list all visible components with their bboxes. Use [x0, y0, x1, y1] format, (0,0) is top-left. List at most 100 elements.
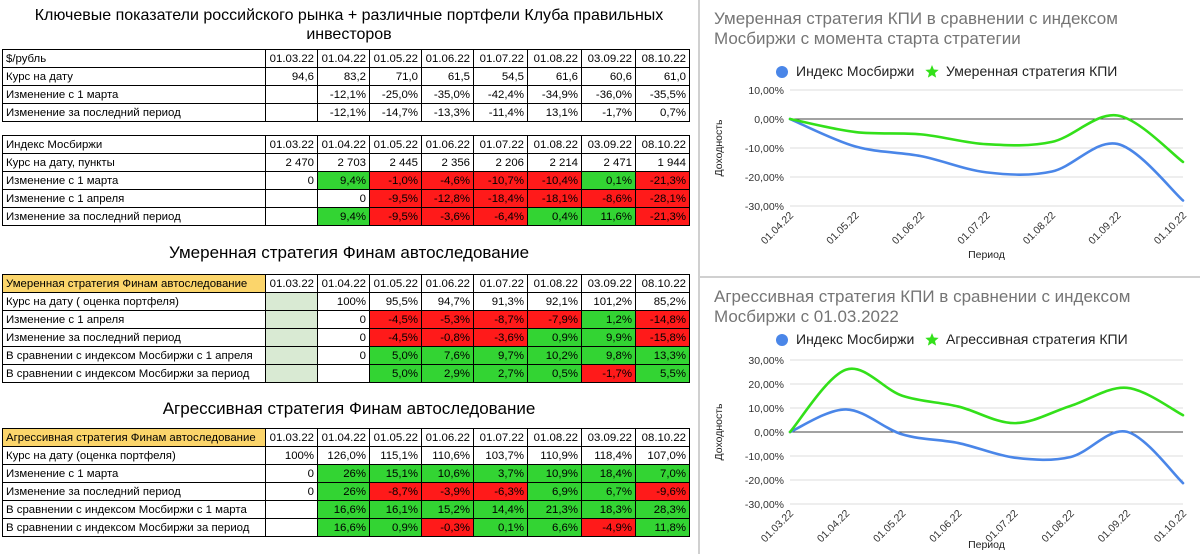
value-cell: 54,5 [473, 67, 528, 86]
value-cell: -8,7% [473, 310, 528, 329]
value-cell: 100% [265, 446, 318, 465]
x-tick-label: 01.09.22 [1086, 210, 1123, 247]
value-cell: 0,1% [473, 518, 528, 537]
value-cell: 2 445 [369, 153, 422, 172]
value-cell [265, 189, 318, 208]
value-cell: 0 [317, 189, 370, 208]
value-cell: 94,6 [265, 67, 318, 86]
date-header-cell: 03.09.22 [581, 49, 636, 68]
x-tick-label: 01.10.22 [1152, 210, 1189, 247]
row-label: В сравнении с индексом Мосбиржи с 1 март… [2, 500, 266, 519]
x-tick-label: 01.04.22 [759, 210, 796, 247]
value-cell [265, 103, 318, 122]
x-axis-title: Период [968, 249, 1005, 261]
value-cell: 100% [317, 292, 370, 311]
value-cell: 0,1% [581, 171, 636, 190]
row-label: В сравнении с индексом Мосбиржи за перио… [2, 518, 266, 537]
value-cell: -1,7% [581, 103, 636, 122]
date-header-cell: 08.10.22 [635, 428, 690, 447]
row-label: В сравнении с индексом Мосбиржи за перио… [2, 364, 266, 383]
date-header-cell: 01.07.22 [473, 274, 528, 293]
value-cell: 61,5 [421, 67, 474, 86]
panel-divider [698, 0, 700, 554]
value-cell: 101,2% [581, 292, 636, 311]
date-header-cell: 01.04.22 [317, 135, 370, 154]
legend-label: Индекс Мосбиржи [796, 63, 914, 79]
value-cell: 10,6% [421, 464, 474, 483]
date-header-cell: 03.09.22 [581, 135, 636, 154]
value-cell: -34,9% [527, 85, 582, 104]
value-cell: 13,1% [527, 103, 582, 122]
value-cell: -8,7% [369, 482, 422, 501]
legend-label: Умеренная стратегия КПИ [946, 63, 1117, 79]
table-row: В сравнении с индексом Мосбиржи с 1 апре… [2, 346, 690, 365]
value-cell: 2 206 [473, 153, 528, 172]
main-title: Ключевые показатели российского рынка + … [34, 7, 664, 43]
chart-title: Агрессивная стратегия КПИ в сравнении с … [714, 287, 1130, 326]
x-tick-label: 01.04.22 [815, 508, 852, 545]
y-tick-label: -20,00% [745, 475, 784, 487]
value-cell [265, 85, 318, 104]
value-cell: -21,3% [635, 171, 690, 190]
y-tick-label: -30,00% [745, 499, 784, 511]
value-cell [265, 328, 318, 347]
value-cell [265, 292, 318, 311]
value-cell: 5,5% [635, 364, 690, 383]
row-label: Изменение с 1 марта [2, 464, 266, 483]
x-tick-label: 01.05.22 [824, 210, 861, 247]
value-cell: 95,5% [369, 292, 422, 311]
row-label: Изменение за последний период [2, 207, 266, 226]
legend-circle-icon [776, 66, 788, 78]
y-axis-title: Доходность [713, 403, 725, 461]
value-cell: -12,1% [317, 103, 370, 122]
chart-divider [700, 276, 1200, 278]
moderate-vs-moex-chart: Умеренная стратегия КПИ в сравнении с ин… [713, 9, 1189, 261]
value-cell: 9,4% [317, 171, 370, 190]
row-label: Курс на дату, пункты [2, 153, 266, 172]
value-cell: 6,6% [527, 518, 582, 537]
table-row: Курс на дату (оценка портфеля) 100% 126,0%… [2, 446, 690, 465]
date-header-cell: 01.04.22 [317, 428, 370, 447]
table-row: Изменение с 1 марта 0 26% 15,1% 10,6% 3,7% 10,… [2, 464, 690, 483]
table-header-label: Индекс Мосбиржи [2, 135, 266, 154]
table-row: Изменение с 1 марта 0 9,4% -1,0% -4,6% -10,7%… [2, 171, 690, 190]
table-header-label: $/рубль [2, 49, 266, 68]
date-header-cell: 01.05.22 [369, 135, 422, 154]
value-cell: -14,8% [635, 310, 690, 329]
row-label: Курс на дату ( оценка портфеля) [2, 292, 266, 311]
table-row: Курс на дату, пункты 2 470 2 703 2 445 2 356… [2, 153, 690, 172]
value-cell: 103,7% [473, 446, 528, 465]
value-cell: 16,1% [369, 500, 422, 519]
table-row: Курс на дату 94,6 83,2 71,0 61,5 54,5 61,6 60,6… [2, 67, 690, 86]
value-cell [265, 518, 318, 537]
x-tick-label: 01.08.22 [1021, 210, 1058, 247]
table-header-label: Агрессивная стратегия Финам автоследован… [2, 428, 266, 447]
moex-index-line [788, 408, 1185, 485]
value-cell: 0 [265, 464, 318, 483]
value-cell [265, 346, 318, 365]
value-cell: 2 470 [265, 153, 318, 172]
value-cell: 0,9% [527, 328, 582, 347]
x-tick-label: 01.06.22 [890, 210, 927, 247]
value-cell: 6,9% [527, 482, 582, 501]
value-cell: 15,2% [421, 500, 474, 519]
value-cell: 85,2% [635, 292, 690, 311]
y-tick-label: 0,00% [754, 427, 784, 439]
value-cell: -3,6% [473, 328, 528, 347]
table-row: Курс на дату ( оценка портфеля) 100% 95,5%… [2, 292, 690, 311]
value-cell: 0,4% [527, 207, 582, 226]
value-cell: -18,1% [527, 189, 582, 208]
date-header-cell: 01.06.22 [421, 428, 474, 447]
value-cell: 0 [317, 328, 370, 347]
table-row: Изменение с 1 апреля 0 -4,5% -5,3% -8,7% -7,9… [2, 310, 690, 329]
value-cell: 5,0% [369, 346, 422, 365]
value-cell: -8,6% [581, 189, 636, 208]
y-tick-label: -30,00% [745, 201, 784, 213]
y-tick-label: 10,00% [748, 85, 784, 97]
value-cell: -35,5% [635, 85, 690, 104]
value-cell [265, 207, 318, 226]
moex-index-table: Индекс Мосбиржи 01.03.22 01.04.22 01.05.22 0… [2, 135, 690, 226]
value-cell: -4,5% [369, 310, 422, 329]
value-cell: 11,8% [635, 518, 690, 537]
value-cell: -3,6% [421, 207, 474, 226]
